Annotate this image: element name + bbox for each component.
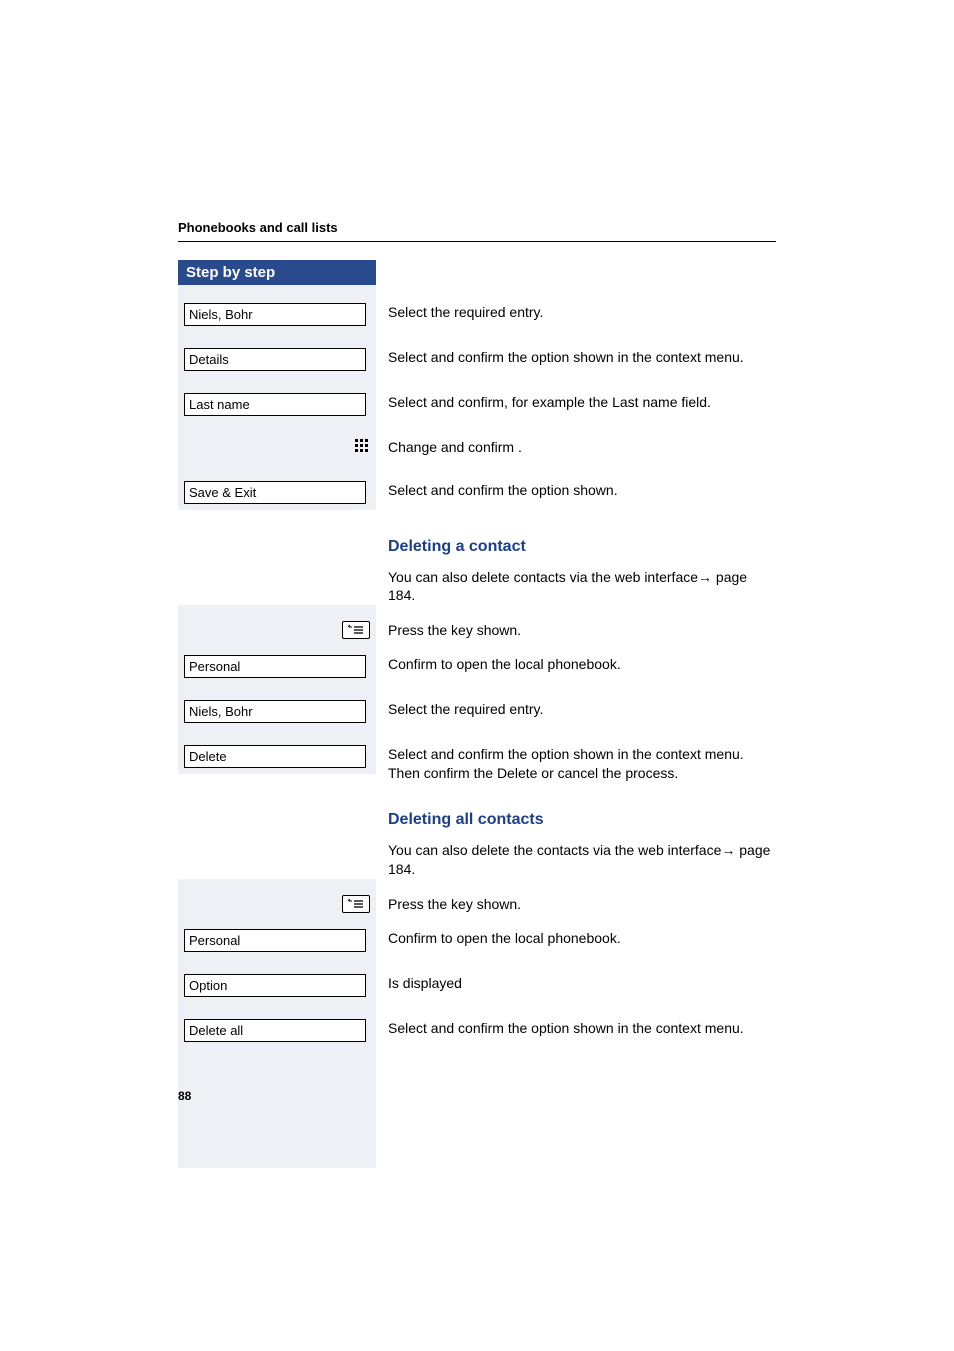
list-key-icon bbox=[342, 621, 370, 639]
instruction-text: Select and confirm, for example the Last… bbox=[376, 377, 776, 412]
section-intro: You can also delete the contacts via the… bbox=[376, 831, 776, 879]
instruction-text: Confirm to open the local phonebook. bbox=[376, 645, 776, 674]
instruction-text: Confirm to open the local phonebook. bbox=[376, 919, 776, 948]
intro-text: You can also delete the contacts via the… bbox=[388, 842, 721, 858]
section-heading: Deleting all contacts bbox=[388, 809, 776, 831]
section-intro: You can also delete contacts via the web… bbox=[376, 558, 776, 606]
menu-item[interactable]: Save & Exit bbox=[184, 481, 366, 504]
menu-item[interactable]: Niels, Bohr bbox=[184, 303, 366, 326]
list-key-icon bbox=[342, 895, 370, 913]
instruction-text: Press the key shown. bbox=[376, 879, 776, 914]
instruction-text: Select and confirm the option shown. bbox=[376, 465, 776, 500]
menu-item[interactable]: Last name bbox=[184, 393, 366, 416]
instruction-text: Select the required entry. bbox=[376, 684, 776, 719]
menu-item[interactable]: Option bbox=[184, 974, 366, 997]
instruction-text: Select and confirm the option shown in t… bbox=[376, 332, 776, 367]
instruction-text: Select the required entry. bbox=[376, 285, 776, 322]
menu-item[interactable]: Personal bbox=[184, 655, 366, 678]
page-header: Phonebooks and call lists bbox=[178, 220, 776, 242]
menu-item[interactable]: Details bbox=[184, 348, 366, 371]
menu-item[interactable]: Niels, Bohr bbox=[184, 700, 366, 723]
menu-item[interactable]: Personal bbox=[184, 929, 366, 952]
instruction-text: Change and confirm . bbox=[376, 422, 776, 457]
intro-text: You can also delete contacts via the web… bbox=[388, 569, 698, 585]
arrow-icon: → bbox=[698, 569, 712, 585]
section-heading: Deleting a contact bbox=[388, 536, 776, 558]
instruction-text: Is displayed bbox=[376, 958, 776, 993]
page-number: 88 bbox=[178, 1089, 191, 1103]
instruction-text: Select and confirm the option shown in t… bbox=[376, 729, 776, 783]
dialpad-icon bbox=[354, 438, 370, 459]
arrow-icon: → bbox=[721, 842, 735, 858]
content-area: Step by step Niels, Bohr Select the requ… bbox=[178, 260, 776, 1168]
instruction-text: Select and confirm the option shown in t… bbox=[376, 1003, 776, 1038]
menu-item[interactable]: Delete bbox=[184, 745, 366, 768]
menu-item[interactable]: Delete all bbox=[184, 1019, 366, 1042]
instruction-text: Press the key shown. bbox=[376, 605, 776, 640]
step-by-step-header: Step by step bbox=[178, 260, 376, 285]
